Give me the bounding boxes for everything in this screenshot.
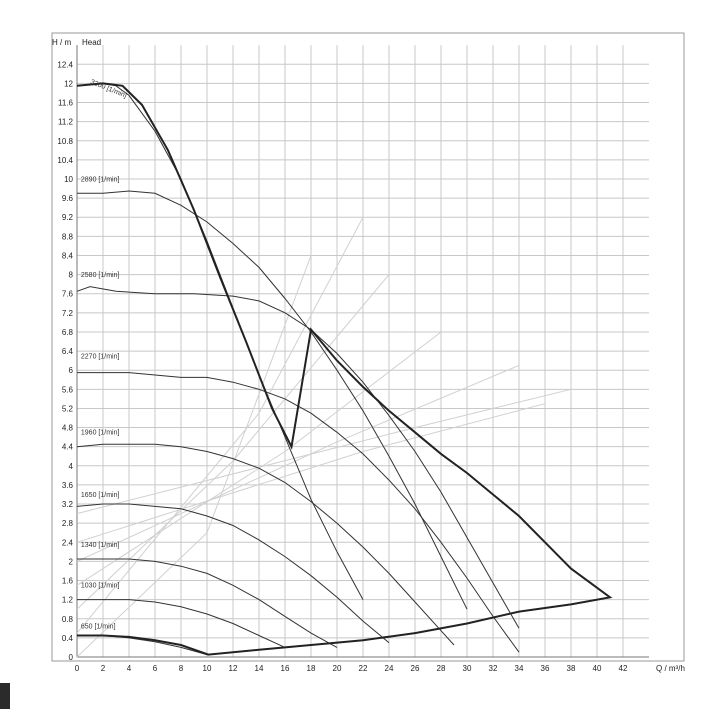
speed-curve <box>76 443 455 646</box>
x-tick-label: 42 <box>619 664 628 673</box>
curve-label: 1340 [1/min] <box>81 542 120 549</box>
system-curve <box>76 364 520 562</box>
curve-label: 1650 [1/min] <box>81 492 120 499</box>
y-tick-label: 8 <box>69 271 74 280</box>
x-tick-label: 34 <box>515 664 524 673</box>
y-tick-label: 7.2 <box>62 309 74 318</box>
x-axis-title: Q / m³/h <box>656 664 685 673</box>
x-tick-label: 4 <box>127 664 132 673</box>
envelope-curve <box>76 82 613 656</box>
x-tick-label: 38 <box>567 664 576 673</box>
x-tick-label: 10 <box>203 664 212 673</box>
grid <box>76 45 649 658</box>
system-curve <box>76 331 442 586</box>
y-tick-label: 10.4 <box>57 156 73 165</box>
corner-block <box>0 683 10 709</box>
y-tick-label: 11.6 <box>58 99 74 108</box>
x-tick-labels: 0 2 4 6 8 10 12 14 16 18 20 22 24 26 28 30 32 34 36 38 40 42 <box>75 664 628 673</box>
y-tick-label: 11.2 <box>58 118 74 127</box>
y-axis-title: H / m <box>52 38 71 47</box>
y-tick-labels: 0 0.4 0.8 1.2 1.6 2 2.4 2.8 3.2 3.6 4 4.4 4.8 5.2 5.6 6… <box>57 60 73 662</box>
y-tick-label: 4.4 <box>62 443 74 452</box>
y-tick-label: 4.8 <box>62 424 74 433</box>
y-tick-label: 0.4 <box>62 634 74 643</box>
y-tick-label: 2.8 <box>62 519 74 528</box>
y-tick-label: 9.2 <box>62 213 74 222</box>
curve-label: 2580 [1/min] <box>81 272 120 279</box>
y-tick-label: 8.4 <box>62 251 74 260</box>
y-tick-label: 9.6 <box>62 194 74 203</box>
curve-label: 2890 [1/min] <box>81 176 120 183</box>
y-tick-label: 5.6 <box>62 385 74 394</box>
y-tick-label: 3.2 <box>62 500 74 509</box>
x-tick-label: 2 <box>101 664 106 673</box>
y-tick-label: 0.8 <box>62 615 74 624</box>
x-tick-label: 40 <box>593 664 602 673</box>
y-tick-label: 8.8 <box>62 232 74 241</box>
curve-label: 650 [1/min] <box>81 623 116 630</box>
system-curve <box>76 274 390 610</box>
x-tick-label: 8 <box>179 664 184 673</box>
x-tick-label: 26 <box>411 664 420 673</box>
x-tick-label: 18 <box>307 664 316 673</box>
speed-curve <box>77 599 286 648</box>
y-tick-label: 12.4 <box>57 60 73 69</box>
x-tick-label: 0 <box>75 664 80 673</box>
y-tick-label: 6.4 <box>62 347 74 356</box>
x-tick-label: 30 <box>463 664 472 673</box>
system-curve <box>76 403 546 543</box>
x-tick-label: 36 <box>541 664 550 673</box>
x-tick-label: 12 <box>229 664 238 673</box>
curve-label: 1030 [1/min] <box>81 583 120 590</box>
x-tick-label: 28 <box>437 664 446 673</box>
y-tick-label: 5.2 <box>62 404 74 413</box>
y-tick-label: 2.4 <box>62 538 74 547</box>
x-tick-label: 22 <box>359 664 368 673</box>
x-tick-label: 16 <box>281 664 290 673</box>
y-tick-label: 3.6 <box>62 481 74 490</box>
y-tick-label: 6.8 <box>62 328 74 337</box>
y-axis-note: Head <box>82 38 101 47</box>
x-tick-label: 6 <box>153 664 158 673</box>
y-tick-label: 10 <box>64 175 73 184</box>
max-envelope <box>76 82 613 656</box>
speed-curve <box>76 503 390 644</box>
y-tick-label: 1.2 <box>62 596 74 605</box>
y-tick-label: 0 <box>69 653 74 662</box>
system-curve <box>76 388 572 515</box>
y-tick-label: 7.6 <box>62 290 74 299</box>
system-curve <box>76 255 312 658</box>
plot-frame <box>51 32 685 662</box>
system-curves <box>76 216 572 658</box>
x-tick-label: 14 <box>255 664 264 673</box>
curve-label: 2270 [1/min] <box>81 353 120 360</box>
x-tick-label: 32 <box>489 664 498 673</box>
y-tick-label: 1.6 <box>62 577 74 586</box>
x-tick-label: 24 <box>385 664 394 673</box>
y-tick-label: 10.8 <box>57 137 73 146</box>
y-tick-label: 4 <box>69 462 74 471</box>
x-tick-label: 20 <box>333 664 342 673</box>
curve-label: 1960 [1/min] <box>81 430 120 437</box>
y-tick-label: 12 <box>64 79 73 88</box>
y-tick-label: 6 <box>69 366 74 375</box>
speed-curve <box>77 558 338 648</box>
speed-curve <box>77 190 468 610</box>
y-tick-label: 2 <box>69 557 74 566</box>
